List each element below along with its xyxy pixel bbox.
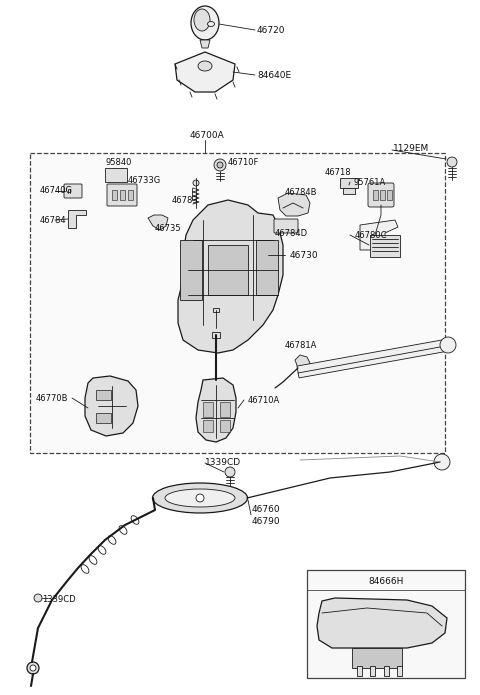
Text: 46784B: 46784B [285, 188, 317, 197]
Polygon shape [196, 378, 236, 442]
Circle shape [27, 662, 39, 674]
Polygon shape [317, 598, 447, 648]
Text: 46733G: 46733G [128, 176, 161, 184]
Polygon shape [68, 210, 86, 228]
Bar [112, 190, 117, 200]
Circle shape [440, 337, 456, 353]
Bar [120, 190, 125, 200]
Circle shape [34, 594, 42, 602]
Bar [370, 235, 400, 257]
Text: 46784: 46784 [40, 215, 67, 224]
Ellipse shape [153, 483, 248, 513]
Bar [357, 666, 362, 676]
Ellipse shape [191, 6, 219, 40]
Circle shape [196, 494, 204, 502]
Polygon shape [297, 339, 449, 378]
FancyBboxPatch shape [64, 184, 82, 198]
Bar [105, 168, 127, 182]
Text: 46710F: 46710F [228, 158, 259, 167]
Text: 1129EM: 1129EM [393, 143, 429, 152]
Circle shape [30, 665, 36, 671]
Bar [380, 190, 385, 200]
Polygon shape [85, 376, 138, 436]
Text: 95840: 95840 [105, 158, 132, 167]
Bar [180, 240, 202, 300]
FancyBboxPatch shape [368, 183, 394, 207]
Bar [370, 666, 375, 676]
Bar [343, 188, 355, 194]
Circle shape [434, 454, 450, 470]
Bar [352, 648, 402, 668]
Bar [373, 190, 378, 200]
Bar [384, 666, 389, 676]
Circle shape [225, 467, 235, 477]
Polygon shape [175, 52, 235, 92]
Polygon shape [148, 215, 168, 230]
Ellipse shape [194, 9, 210, 31]
Text: 1339CD: 1339CD [42, 596, 76, 605]
FancyBboxPatch shape [107, 184, 137, 206]
Text: 46718: 46718 [325, 167, 352, 177]
Polygon shape [278, 193, 310, 216]
Bar [203, 402, 213, 417]
Ellipse shape [198, 61, 212, 71]
Bar [220, 420, 230, 432]
Ellipse shape [207, 22, 215, 26]
Bar [30, 153, 445, 453]
Circle shape [214, 159, 226, 171]
Text: 46760: 46760 [252, 505, 281, 514]
Circle shape [217, 162, 223, 168]
Polygon shape [295, 355, 310, 370]
Text: 46740G: 46740G [40, 186, 73, 195]
Text: 46730: 46730 [290, 250, 319, 259]
Ellipse shape [165, 489, 235, 507]
Bar [220, 402, 230, 417]
Text: 46784D: 46784D [275, 229, 308, 238]
Bar [307, 570, 465, 678]
Text: 46783: 46783 [172, 195, 199, 204]
Circle shape [447, 157, 457, 167]
Bar [340, 178, 358, 188]
Text: 46770B: 46770B [36, 393, 68, 402]
Text: 46781A: 46781A [285, 341, 317, 350]
FancyBboxPatch shape [274, 219, 298, 233]
Bar [203, 420, 213, 432]
Bar [397, 666, 402, 676]
Text: 84666H: 84666H [368, 576, 404, 585]
Text: 46700A: 46700A [190, 131, 225, 140]
Text: 46720: 46720 [257, 26, 286, 35]
Bar [256, 240, 278, 295]
Polygon shape [178, 200, 283, 353]
Bar [96, 390, 111, 400]
Text: 46735: 46735 [155, 224, 181, 233]
Bar [208, 245, 248, 295]
Bar [213, 308, 219, 312]
Bar [212, 332, 220, 338]
Circle shape [193, 180, 199, 186]
Text: 46780C: 46780C [355, 231, 387, 240]
Bar [387, 190, 392, 200]
Bar [96, 413, 111, 423]
Polygon shape [200, 40, 210, 48]
Text: 46790: 46790 [252, 518, 281, 527]
Text: 46710A: 46710A [248, 395, 280, 404]
Text: 95761A: 95761A [353, 177, 385, 186]
Bar [128, 190, 133, 200]
Text: 1339CD: 1339CD [205, 457, 241, 466]
Text: 84640E: 84640E [257, 70, 291, 79]
Polygon shape [360, 220, 398, 250]
